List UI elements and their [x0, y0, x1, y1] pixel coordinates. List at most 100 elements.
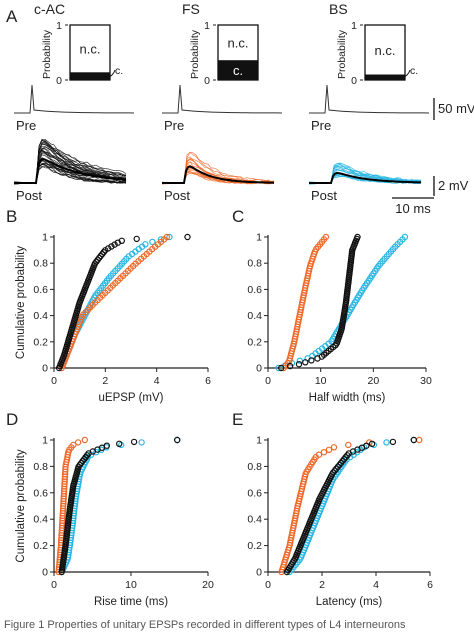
postsynaptic-trace: [308, 163, 422, 184]
y-tick-label: 1: [42, 435, 48, 447]
panel-label-a: A: [6, 7, 18, 26]
not-connected-label: n.c.: [228, 36, 249, 51]
connected-leader: [106, 69, 116, 79]
presynaptic-trace: [162, 84, 283, 114]
series-fs: [280, 233, 330, 372]
connected-fraction-bar: [70, 72, 110, 80]
data-point: [330, 444, 338, 451]
data-point: [286, 362, 294, 370]
x-tick-label: 20: [202, 579, 214, 591]
data-point: [118, 237, 126, 244]
data-point: [416, 436, 423, 444]
x-tick-label: 10: [125, 579, 137, 591]
series-cac: [58, 436, 181, 576]
prob-tick-1: 1: [56, 20, 62, 32]
average-trace: [14, 158, 127, 184]
y-tick-label: 0.8: [247, 258, 262, 270]
x-tick-label: 0: [265, 375, 271, 387]
y-tick-label: 0.4: [33, 310, 48, 322]
cdf-panel-e: E 0 0.2 0.4 0.6 0.8 1 0 2 4 6 Latency (ms): [232, 410, 433, 608]
y-tick-label: 0.2: [33, 336, 48, 348]
not-connected-label: n.c.: [80, 42, 101, 57]
data-point: [184, 233, 191, 241]
y-tick-label: 0.6: [247, 284, 262, 296]
data-point: [130, 438, 138, 446]
x-tick-label: 20: [367, 375, 379, 387]
group-title: FS: [182, 1, 200, 17]
y-tick-label: 0.6: [33, 487, 48, 499]
data-point: [383, 439, 390, 446]
stacked-bar-outline: [69, 24, 111, 81]
x-tick-label: 6: [427, 579, 433, 591]
connected-fraction-bar: [365, 74, 405, 80]
data-point: [166, 233, 173, 241]
connected-label: c.: [115, 65, 123, 77]
post-label: Post: [311, 188, 337, 203]
postsynaptic-trace: [13, 146, 127, 184]
y-tick-label: 0.6: [247, 487, 262, 499]
group-title: BS: [329, 1, 348, 17]
data-point: [81, 436, 89, 444]
x-axis-label: Half width (ms): [309, 392, 386, 404]
probability-axis-label: Probability: [41, 29, 53, 79]
scalebar-10ms-label: 10 ms: [395, 201, 431, 216]
x-axis-label: Latency (ms): [316, 596, 383, 608]
pre-label: Pre: [164, 118, 184, 133]
data-point: [302, 359, 309, 366]
y-tick-label: 1: [256, 232, 262, 244]
presynaptic-trace: [14, 84, 135, 114]
data-point: [74, 439, 82, 446]
y-tick-label: 0.8: [247, 461, 262, 473]
data-point: [325, 446, 333, 453]
connected-label: c.: [233, 63, 243, 78]
data-point: [104, 245, 112, 252]
figure-caption: Figure 1 Properties of unitary EPSPs rec…: [4, 619, 406, 631]
post-label: Post: [164, 188, 190, 203]
presynaptic-trace: [309, 84, 430, 114]
postsynaptic-trace: [13, 165, 127, 185]
prob-tick-1: 1: [351, 20, 357, 32]
average-trace: [162, 165, 275, 184]
prob-tick-0: 0: [351, 75, 357, 87]
y-tick-label: 0: [42, 363, 48, 375]
connected-leader: [401, 69, 411, 79]
x-tick-label: 4: [373, 579, 379, 591]
prob-tick-0: 0: [204, 75, 210, 87]
y-tick-label: 0.4: [247, 310, 262, 322]
series-cac: [283, 436, 417, 576]
data-point: [308, 357, 315, 364]
data-point: [115, 440, 123, 447]
panel-label-c: C: [232, 207, 244, 226]
postsynaptic-trace: [13, 149, 127, 184]
y-tick-label: 0.8: [33, 258, 48, 270]
data-point: [363, 442, 370, 449]
series-bs: [275, 233, 409, 372]
y-tick-label: 1: [42, 232, 48, 244]
data-point: [103, 442, 111, 449]
pre-label: Pre: [16, 118, 36, 133]
series-fs: [58, 233, 171, 372]
y-tick-label: 0.2: [247, 540, 262, 552]
series-cac: [55, 233, 191, 372]
series-bs: [286, 436, 417, 576]
series-cac: [278, 233, 361, 372]
probability-axis-label: Probability: [336, 29, 348, 79]
series-fs: [55, 436, 89, 576]
data-point: [410, 436, 417, 444]
x-tick-label: 2: [319, 579, 325, 591]
data-point: [111, 241, 118, 248]
panel-label-d: D: [6, 410, 18, 429]
prob-tick-0: 0: [56, 75, 62, 87]
scalebar-50mv-label: 50 mV: [438, 101, 474, 116]
data-point: [345, 441, 352, 449]
y-axis-label: Cumulative probability: [15, 449, 27, 562]
prob-tick-1: 1: [204, 20, 210, 32]
postsynaptic-trace: [13, 151, 126, 184]
data-point: [149, 238, 156, 246]
y-tick-label: 0: [256, 363, 262, 375]
x-tick-label: 10: [315, 375, 327, 387]
